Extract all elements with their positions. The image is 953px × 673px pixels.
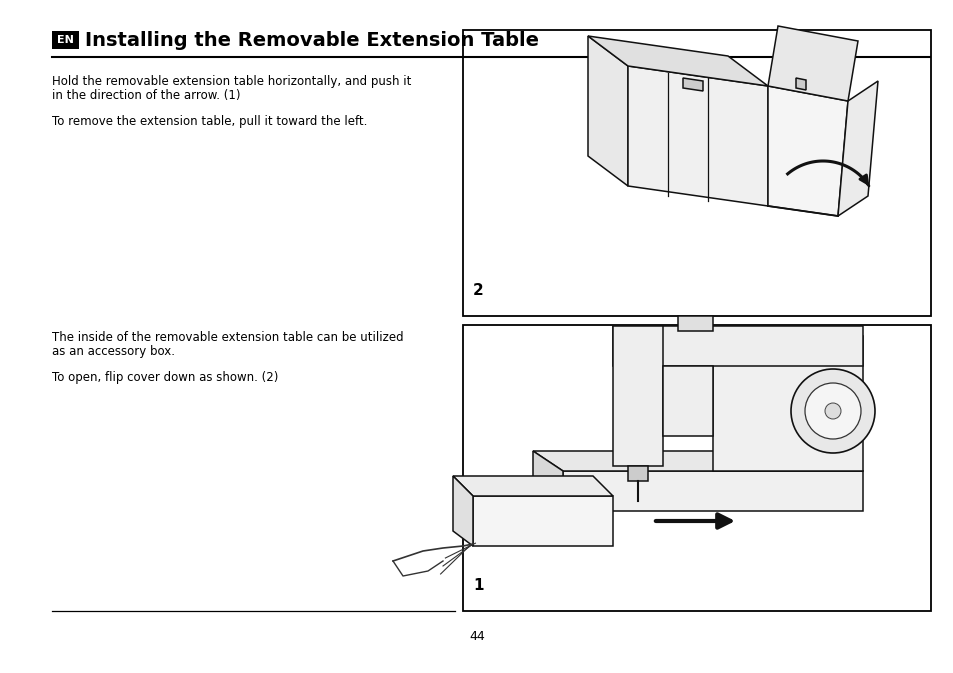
Polygon shape bbox=[613, 326, 662, 466]
Text: 2: 2 bbox=[473, 283, 483, 298]
Text: as an accessory box.: as an accessory box. bbox=[52, 345, 174, 358]
Bar bbox=[462, 325, 930, 611]
Polygon shape bbox=[767, 86, 847, 216]
Polygon shape bbox=[682, 78, 702, 91]
Polygon shape bbox=[678, 316, 712, 331]
Text: 1: 1 bbox=[473, 578, 483, 593]
Circle shape bbox=[804, 383, 861, 439]
Circle shape bbox=[790, 369, 874, 453]
Polygon shape bbox=[795, 78, 805, 90]
Polygon shape bbox=[613, 326, 862, 366]
Polygon shape bbox=[587, 36, 627, 186]
Polygon shape bbox=[453, 476, 473, 546]
Text: Hold the removable extension table horizontally, and push it: Hold the removable extension table horiz… bbox=[52, 75, 411, 88]
Polygon shape bbox=[767, 26, 857, 101]
Polygon shape bbox=[533, 451, 562, 511]
Bar bbox=[462, 30, 930, 316]
Text: in the direction of the arrow. (1): in the direction of the arrow. (1) bbox=[52, 89, 240, 102]
Bar bbox=[52, 31, 79, 49]
Text: Installing the Removable Extension Table: Installing the Removable Extension Table bbox=[85, 30, 538, 50]
Polygon shape bbox=[473, 496, 613, 546]
Polygon shape bbox=[627, 66, 767, 206]
Polygon shape bbox=[533, 451, 862, 471]
Polygon shape bbox=[587, 36, 767, 86]
Polygon shape bbox=[712, 336, 862, 471]
Text: EN: EN bbox=[57, 35, 74, 45]
Text: To remove the extension table, pull it toward the left.: To remove the extension table, pull it t… bbox=[52, 115, 367, 128]
Text: The inside of the removable extension table can be utilized: The inside of the removable extension ta… bbox=[52, 331, 403, 344]
Polygon shape bbox=[662, 366, 712, 436]
Text: To open, flip cover down as shown. (2): To open, flip cover down as shown. (2) bbox=[52, 371, 278, 384]
Circle shape bbox=[824, 403, 841, 419]
Polygon shape bbox=[837, 81, 877, 216]
Polygon shape bbox=[627, 466, 647, 481]
Polygon shape bbox=[453, 476, 613, 496]
Polygon shape bbox=[562, 471, 862, 511]
Text: 44: 44 bbox=[469, 630, 484, 643]
